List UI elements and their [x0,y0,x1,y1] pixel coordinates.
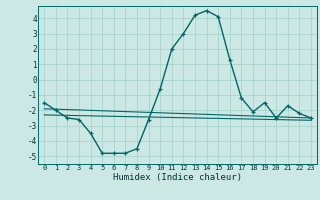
X-axis label: Humidex (Indice chaleur): Humidex (Indice chaleur) [113,173,242,182]
